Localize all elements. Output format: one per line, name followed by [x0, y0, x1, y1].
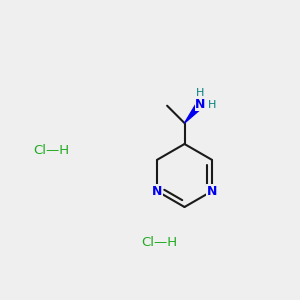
Polygon shape: [184, 102, 203, 123]
Text: Cl—H: Cl—H: [33, 143, 69, 157]
Text: N: N: [207, 185, 217, 198]
Text: H: H: [196, 88, 205, 98]
Text: Cl—H: Cl—H: [141, 236, 177, 250]
Text: N: N: [152, 185, 162, 198]
Text: H: H: [208, 100, 216, 110]
Text: N: N: [195, 98, 206, 111]
